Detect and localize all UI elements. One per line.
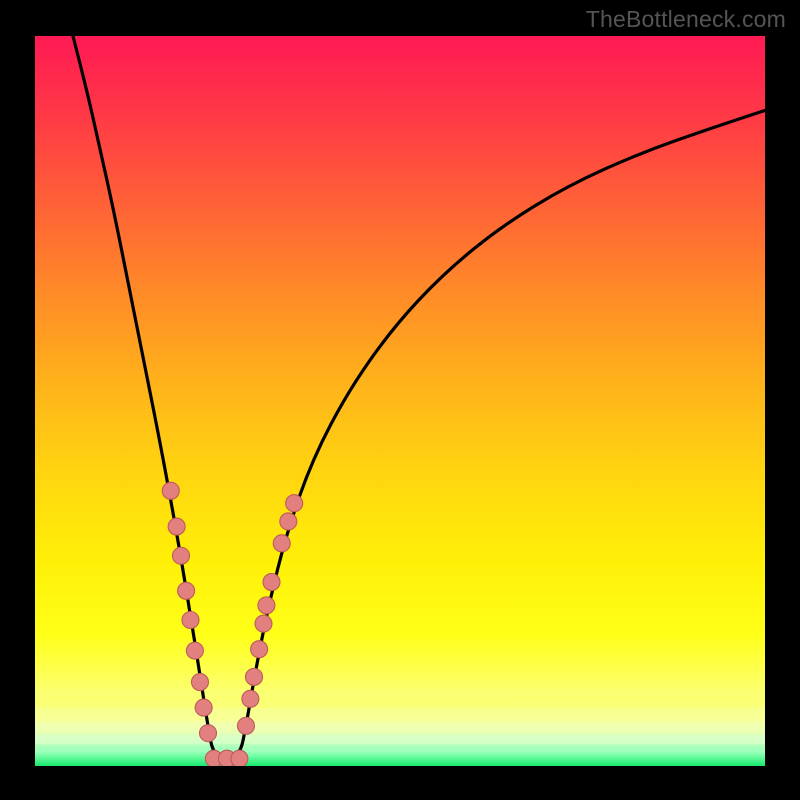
bottleneck-chart-svg [35,36,765,766]
data-marker [173,547,190,564]
data-marker [251,641,268,658]
data-marker [237,717,254,734]
data-marker [255,615,272,632]
watermark-text: TheBottleneck.com [586,6,786,33]
data-marker [200,725,217,742]
data-marker [242,690,259,707]
data-marker [273,535,290,552]
data-marker [286,495,303,512]
data-marker [186,642,203,659]
data-marker [191,674,208,691]
data-marker [231,750,248,766]
data-marker [258,597,275,614]
data-marker [168,518,185,535]
chart-plot-area [35,36,765,766]
chart-background [35,36,765,766]
data-marker [178,582,195,599]
data-marker [263,574,280,591]
data-marker [280,513,297,530]
data-marker [246,668,263,685]
data-marker [182,612,199,629]
data-marker [195,699,212,716]
data-marker [162,482,179,499]
